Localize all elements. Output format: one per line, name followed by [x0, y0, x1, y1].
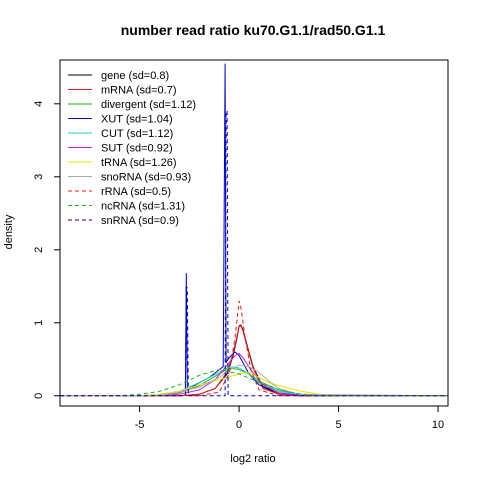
- y-tick-label: 4: [33, 101, 45, 107]
- x-tick-label: 5: [336, 419, 342, 431]
- x-axis-label: log2 ratio: [230, 453, 275, 465]
- series-line-9: [60, 368, 448, 397]
- legend-label-1: mRNA (sd=0.7): [101, 85, 177, 97]
- legend-label-2: divergent (sd=1.12): [101, 99, 196, 111]
- y-tick-label: 1: [33, 320, 45, 326]
- legend-label-4: CUT (sd=1.12): [101, 128, 173, 140]
- y-tick-label: 2: [33, 247, 45, 253]
- legend-label-8: rRNA (sd=0.5): [101, 186, 171, 198]
- legend-label-5: SUT (sd=0.92): [101, 143, 173, 155]
- legend: gene (sd=0.8) mRNA (sd=0.7) divergent (sd=…: [68, 70, 196, 227]
- axes-layer: -5 0 5 10 0 1 2 3 4: [33, 101, 444, 431]
- x-tick-label: -5: [135, 419, 145, 431]
- x-tick-label: 0: [236, 419, 242, 431]
- series-line-3: [60, 63, 448, 397]
- y-tick-label: 0: [33, 393, 45, 399]
- legend-label-0: gene (sd=0.8): [101, 70, 169, 82]
- legend-label-9: ncRNA (sd=1.31): [101, 201, 185, 213]
- legend-label-3: XUT (sd=1.04): [101, 114, 173, 126]
- chart-title: number read ratio ku70.G1.1/rad50.G1.1: [121, 22, 386, 38]
- series-layer: [60, 63, 449, 397]
- y-tick-label: 3: [33, 174, 45, 180]
- y-axis-label: density: [3, 214, 15, 249]
- series-line-7: [60, 364, 449, 397]
- x-tick-label: 10: [432, 419, 444, 431]
- series-line-1: [60, 325, 448, 397]
- series-line-6: [60, 371, 448, 397]
- series-line-10: [60, 110, 448, 397]
- series-line-5: [60, 352, 448, 397]
- series-line-8: [60, 300, 448, 397]
- legend-label-7: snoRNA (sd=0.93): [101, 172, 191, 184]
- legend-label-6: tRNA (sd=1.26): [101, 157, 177, 169]
- legend-label-10: snRNA (sd=0.9): [101, 215, 179, 227]
